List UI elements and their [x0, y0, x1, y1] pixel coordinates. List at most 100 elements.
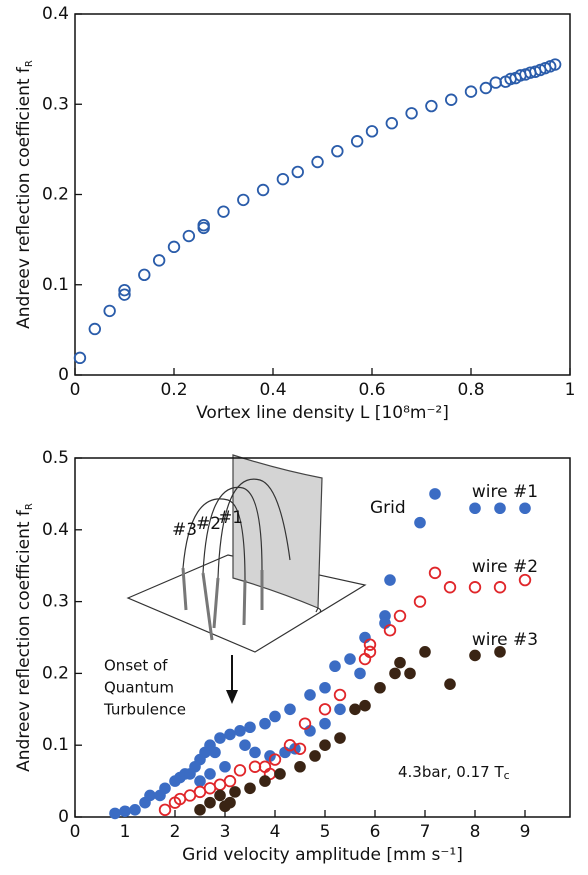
y-tick-label: 0 — [58, 807, 69, 827]
data-point — [144, 789, 156, 802]
data-point — [214, 789, 226, 802]
data-point — [248, 760, 262, 773]
data-point — [384, 574, 396, 586]
data-point — [284, 703, 296, 716]
data-point — [269, 710, 281, 723]
data-point — [209, 746, 221, 759]
data-point — [118, 288, 131, 301]
data-point — [443, 581, 457, 594]
x-tick-label: 0 — [70, 380, 81, 400]
x-tick-label: 1 — [565, 380, 576, 400]
x-tick-label: 0.2 — [160, 380, 187, 400]
data-point — [519, 502, 531, 515]
y-tick-label: 0.2 — [42, 185, 69, 205]
condition-main: 4.3bar, 0.17 T — [398, 763, 504, 781]
data-point — [224, 728, 236, 741]
data-point — [256, 183, 270, 197]
data-point — [233, 764, 247, 777]
data-point — [413, 595, 427, 608]
x-tick-label: 7 — [420, 822, 431, 842]
data-point — [204, 768, 216, 780]
condition-label: 4.3bar, 0.17 Tc — [398, 763, 510, 783]
data-point — [331, 144, 344, 158]
x-tick-label: 8 — [470, 822, 481, 842]
data-point — [319, 717, 331, 730]
data-point — [298, 717, 312, 730]
x-axis-label: Vortex line density L [10⁸m⁻²] — [196, 403, 449, 423]
data-point — [334, 732, 346, 744]
y-tick-label: 0.3 — [42, 94, 69, 114]
data-point — [468, 581, 482, 594]
x-axis-label: Grid velocity amplitude [mm s⁻¹] — [182, 845, 463, 865]
y-tick-label: 0.4 — [42, 4, 69, 24]
inset-label: #3 — [172, 520, 197, 540]
data-point — [444, 678, 456, 690]
data-point — [365, 125, 379, 138]
data-point — [428, 566, 442, 580]
data-point — [304, 689, 316, 701]
data-point — [349, 703, 361, 716]
data-point — [293, 742, 307, 755]
data-point — [429, 488, 441, 500]
x-tick-label: 6 — [370, 822, 381, 842]
data-point — [237, 193, 250, 207]
data-point — [385, 117, 399, 130]
x-tick-label: 5 — [320, 822, 331, 842]
data-point — [383, 624, 397, 637]
data-point — [234, 725, 246, 737]
x-tick-label: 0.6 — [358, 380, 385, 400]
data-point — [249, 746, 261, 759]
data-point — [394, 656, 406, 669]
data-point — [229, 786, 241, 798]
data-point — [194, 775, 206, 787]
data-point — [333, 688, 347, 702]
data-point — [350, 135, 364, 148]
y-axis-label: Andreev reflection coefficient fR — [14, 503, 35, 772]
data-point — [354, 667, 366, 680]
data-point — [152, 254, 166, 267]
data-point — [73, 351, 87, 365]
y-tick-label: 0.2 — [42, 663, 69, 683]
data-point — [518, 573, 532, 587]
data-point — [158, 803, 172, 817]
data-point — [404, 667, 416, 680]
data-point — [197, 218, 210, 232]
data-point — [167, 240, 181, 254]
series-label: wire #3 — [472, 630, 538, 650]
data-point — [548, 58, 562, 71]
data-point — [103, 304, 116, 318]
data-point — [224, 796, 236, 809]
y-axis-label: Andreev reflection coefficient fR — [14, 60, 35, 329]
data-point — [334, 703, 346, 716]
data-point — [182, 229, 196, 243]
data-point — [414, 516, 426, 529]
data-point — [419, 646, 431, 658]
data-point — [109, 807, 121, 820]
data-point — [405, 107, 418, 120]
data-point — [244, 782, 256, 795]
data-point — [318, 703, 332, 716]
data-point — [329, 660, 341, 673]
onset-label: Turbulence — [103, 701, 186, 719]
y-tick-label: 0 — [58, 365, 69, 385]
x-tick-label: 9 — [520, 822, 531, 842]
y-tick-label: 0.5 — [42, 448, 69, 468]
data-point — [223, 774, 237, 788]
data-point — [194, 804, 206, 816]
data-point — [203, 782, 217, 795]
y-axis-label-main: Andreev reflection coefficient f — [14, 509, 34, 772]
y-axis-label-main: Andreev reflection coefficient f — [14, 66, 34, 329]
condition-sub: c — [504, 769, 510, 782]
data-point — [494, 646, 506, 658]
data-point — [363, 645, 377, 659]
data-point — [183, 789, 197, 802]
series-label: wire #1 — [472, 482, 538, 502]
y-tick-label: 0.1 — [42, 275, 69, 295]
data-point — [469, 649, 481, 662]
data-point — [464, 85, 478, 98]
data-point — [319, 739, 331, 751]
data-point — [425, 99, 438, 113]
data-point — [213, 778, 227, 791]
data-point — [204, 796, 216, 809]
data-point — [239, 739, 251, 751]
